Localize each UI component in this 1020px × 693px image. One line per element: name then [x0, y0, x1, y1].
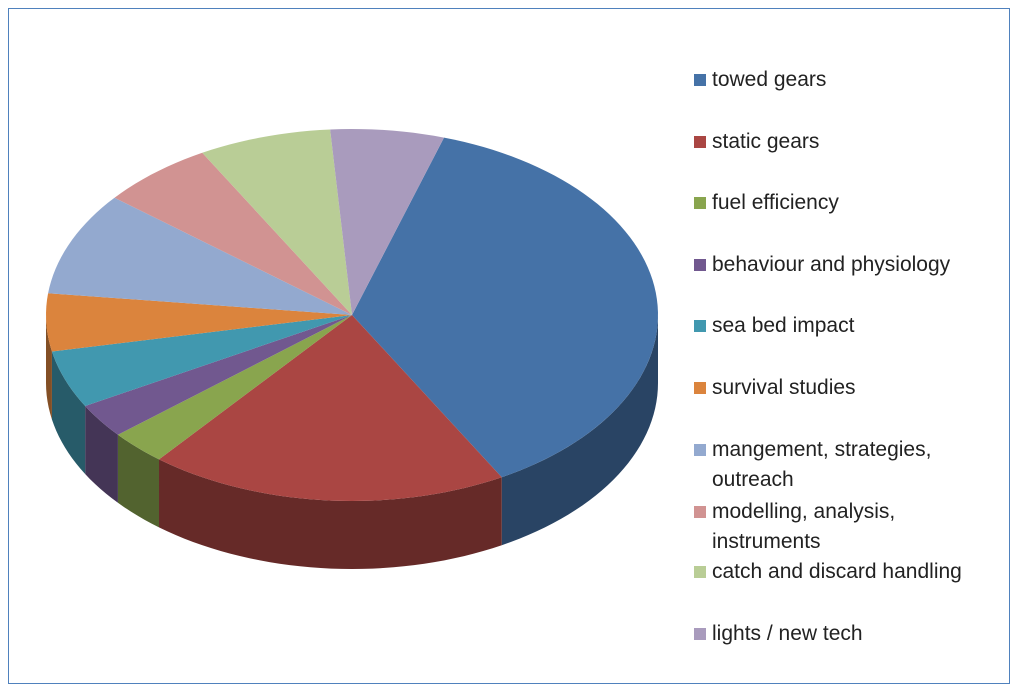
legend-label: catch and discard handling — [712, 560, 962, 583]
slice — [46, 293, 353, 352]
slice — [352, 137, 658, 478]
legend-swatch — [694, 320, 706, 332]
legend-item: lights / new tech — [694, 619, 1004, 649]
legend-swatch — [694, 628, 706, 640]
legend-label: static gears — [712, 130, 820, 153]
slice-side — [51, 351, 86, 475]
slice-side — [501, 315, 658, 546]
legend-swatch — [694, 259, 706, 271]
legend-label: sea bed impact — [712, 314, 855, 337]
legend-swatch — [694, 197, 706, 209]
legend-label: survival studies — [712, 376, 856, 399]
slice-side — [46, 315, 52, 420]
legend-item: catch and discard handling — [694, 557, 1004, 587]
legend-item: sea bed impact — [694, 311, 1004, 341]
legend-label: towed gears — [712, 68, 827, 91]
legend-swatch — [694, 382, 706, 394]
legend-swatch — [694, 74, 706, 86]
legend-label: modelling, analysis, instruments — [712, 500, 896, 553]
pie — [46, 129, 658, 569]
legend-label: mangement, strategies, outreach — [712, 438, 932, 491]
slice — [114, 152, 352, 315]
legend-label: behaviour and physiology — [712, 253, 951, 276]
legend-item: modelling, analysis, instruments — [694, 497, 1004, 557]
slice-side — [117, 434, 160, 528]
legend-item: survival studies — [694, 373, 1004, 403]
slice-side — [159, 459, 502, 569]
slice — [85, 315, 353, 435]
legend-label: fuel efficiency — [712, 191, 839, 214]
legend-swatch — [694, 566, 706, 578]
slice — [159, 315, 502, 501]
chart-frame: towed gears static gears fuel efficiency be… — [8, 8, 1010, 684]
slice-side — [85, 406, 118, 503]
legend-item: behaviour and physiology — [694, 250, 1004, 280]
slice — [330, 129, 445, 315]
legend-item: static gears — [694, 127, 1004, 157]
legend-item: fuel efficiency — [694, 188, 1004, 218]
legend-swatch — [694, 444, 706, 456]
slice — [202, 129, 352, 315]
slice — [51, 315, 352, 407]
legend-label: lights / new tech — [712, 622, 863, 645]
legend-swatch — [694, 136, 706, 148]
legend-swatch — [694, 506, 706, 518]
legend-item: towed gears — [694, 65, 1004, 95]
legend-item: mangement, strategies, outreach — [694, 435, 1004, 495]
slice — [117, 315, 352, 460]
slice — [48, 197, 352, 315]
